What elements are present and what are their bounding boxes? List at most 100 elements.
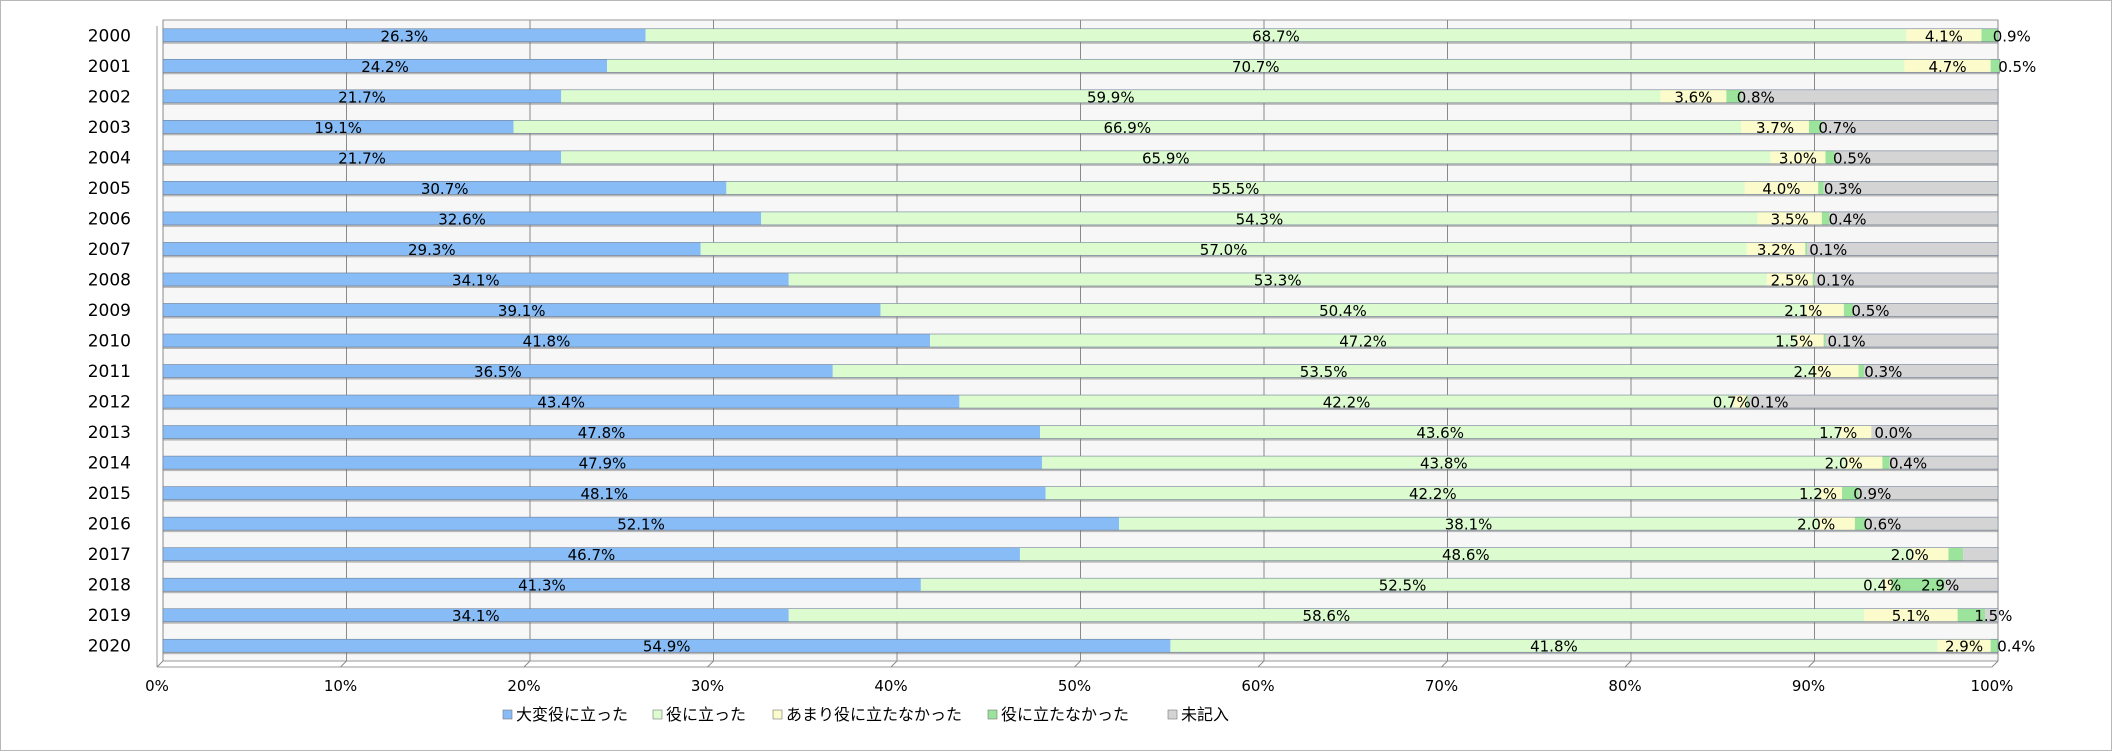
bar-segment[interactable]: [1733, 395, 1747, 409]
bar-segment[interactable]: [1807, 242, 1998, 256]
bar-segment[interactable]: [163, 425, 1041, 439]
bar-segment[interactable]: [1854, 517, 1866, 531]
bar-segment[interactable]: [163, 456, 1042, 470]
bar-segment[interactable]: [1858, 364, 1865, 378]
bar-segment[interactable]: [930, 334, 1797, 347]
bar-segment[interactable]: [1864, 364, 1998, 378]
bar-segment[interactable]: [1820, 486, 1843, 500]
bar-segment[interactable]: [163, 395, 960, 409]
bar-segment[interactable]: [1814, 364, 1859, 378]
bar-segment[interactable]: [163, 303, 881, 317]
bar-segment[interactable]: [163, 150, 562, 164]
bar-segment[interactable]: [163, 181, 727, 195]
bar-segment[interactable]: [920, 578, 1885, 592]
bar-segment[interactable]: [163, 639, 1171, 653]
bar-segment[interactable]: [1884, 578, 1892, 592]
bar-segment[interactable]: [645, 28, 1907, 42]
bar-segment[interactable]: [1045, 486, 1821, 500]
bar-segment[interactable]: [561, 150, 1771, 164]
bar-segment[interactable]: [1840, 425, 1872, 439]
bar-segment[interactable]: [1741, 120, 1809, 134]
bar-segment[interactable]: [1904, 59, 1991, 73]
bar-segment[interactable]: [163, 364, 833, 378]
bar-segment[interactable]: [1821, 120, 1998, 134]
bar-segment[interactable]: [1770, 150, 1826, 164]
bar-segment[interactable]: [1757, 211, 1822, 225]
bar-segment[interactable]: [761, 211, 1758, 225]
bar-segment[interactable]: [832, 364, 1815, 378]
bar-segment[interactable]: [163, 486, 1046, 500]
bar-segment[interactable]: [1814, 272, 1999, 286]
bar-segment[interactable]: [1990, 639, 1998, 653]
bar-segment[interactable]: [1985, 608, 1998, 622]
bar-segment[interactable]: [880, 303, 1806, 317]
bar-segment[interactable]: [607, 59, 1905, 73]
bar-segment[interactable]: [1818, 181, 1824, 195]
bar-segment[interactable]: [163, 211, 762, 225]
bar-segment[interactable]: [561, 89, 1661, 103]
legend-item[interactable]: 未記入: [1167, 705, 1229, 724]
bar-segment[interactable]: [1821, 211, 1830, 225]
bar-segment[interactable]: [1823, 334, 1826, 347]
bar-segment[interactable]: [1170, 639, 1938, 653]
bar-segment[interactable]: [513, 120, 1742, 134]
bar-segment[interactable]: [1990, 59, 2000, 73]
bar-segment[interactable]: [1660, 89, 1727, 103]
bar-segment[interactable]: [1825, 334, 1998, 347]
bar-segment[interactable]: [163, 517, 1120, 531]
legend[interactable]: 大変役に立った 役に立った あまり役に立たなかった 役に立たなかった 未記入: [502, 705, 1229, 724]
bar-segment[interactable]: [1864, 608, 1958, 622]
bar-segment[interactable]: [1766, 272, 1813, 286]
bar-segment[interactable]: [1889, 456, 1998, 470]
bar-segment[interactable]: [1818, 517, 1855, 531]
bar-segment[interactable]: [163, 59, 608, 73]
bar-segment[interactable]: [1744, 181, 1819, 195]
bar-segment[interactable]: [726, 181, 1745, 195]
bar-segment[interactable]: [1957, 608, 1986, 622]
bar-segment[interactable]: [1871, 425, 1998, 439]
bar-segment[interactable]: [163, 608, 789, 622]
bar-segment[interactable]: [1911, 547, 1949, 561]
bar-segment[interactable]: [1829, 211, 1998, 225]
bar-segment[interactable]: [1858, 486, 1998, 500]
bar-segment[interactable]: [1812, 272, 1815, 286]
bar-segment[interactable]: [163, 272, 789, 286]
bar-segment[interactable]: [1741, 89, 1998, 103]
bar-segment[interactable]: [1746, 242, 1806, 256]
bar-segment[interactable]: [1041, 456, 1846, 470]
bar-segment[interactable]: [163, 89, 562, 103]
legend-item[interactable]: あまり役に立たなかった: [772, 705, 962, 724]
bar-segment[interactable]: [1937, 639, 1991, 653]
bar-segment[interactable]: [1726, 89, 1742, 103]
legend-item[interactable]: 役に立たなかった: [987, 705, 1129, 724]
bar-segment[interactable]: [163, 28, 646, 42]
bar-segment[interactable]: [1845, 456, 1883, 470]
bar-segment[interactable]: [1834, 150, 1998, 164]
bar-segment[interactable]: [1040, 425, 1841, 439]
bar-segment[interactable]: [1823, 181, 1998, 195]
bar-segment[interactable]: [163, 334, 931, 347]
bar-segment[interactable]: [163, 120, 514, 134]
bar-segment[interactable]: [959, 395, 1734, 409]
bar-segment[interactable]: [1805, 303, 1844, 317]
bar-segment[interactable]: [1843, 303, 1854, 317]
bar-segment[interactable]: [788, 272, 1767, 286]
bar-segment[interactable]: [163, 242, 701, 256]
bar-segment[interactable]: [1119, 517, 1819, 531]
bar-segment[interactable]: [1906, 28, 1982, 42]
bar-segment[interactable]: [1981, 28, 1998, 42]
bar-segment[interactable]: [1748, 395, 1998, 409]
bar-segment[interactable]: [1019, 547, 1912, 561]
bar-segment[interactable]: [1963, 547, 1998, 561]
bar-segment[interactable]: [1808, 120, 1822, 134]
bar-segment[interactable]: [1944, 578, 1998, 592]
bar-segment[interactable]: [1805, 242, 1808, 256]
bar-segment[interactable]: [1796, 334, 1824, 347]
bar-segment[interactable]: [1853, 303, 1998, 317]
bar-segment[interactable]: [163, 547, 1020, 561]
bar-segment[interactable]: [1746, 395, 1749, 409]
bar-segment[interactable]: [700, 242, 1747, 256]
bar-segment[interactable]: [1825, 150, 1835, 164]
bar-segment[interactable]: [163, 578, 921, 592]
bar-segment[interactable]: [1882, 456, 1890, 470]
